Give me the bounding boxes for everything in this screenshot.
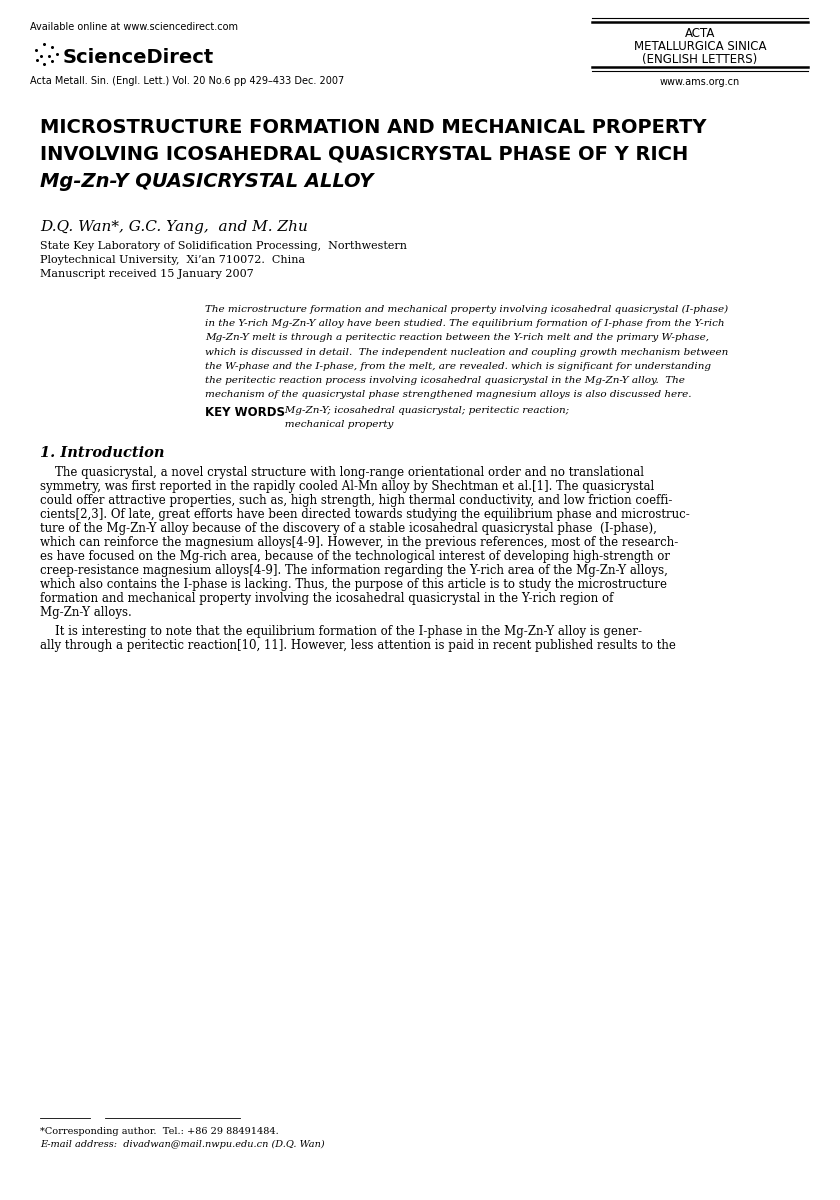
Text: ScienceDirect: ScienceDirect: [63, 48, 214, 67]
Text: The microstructure formation and mechanical property involving icosahedral quasi: The microstructure formation and mechani…: [205, 305, 728, 314]
Text: METALLURGICA SINICA: METALLURGICA SINICA: [633, 40, 766, 53]
Text: the peritectic reaction process involving icosahedral quasicrystal in the Mg-Zn-: the peritectic reaction process involvin…: [205, 376, 685, 385]
Text: Manuscript received 15 January 2007: Manuscript received 15 January 2007: [40, 269, 254, 278]
Text: Mg-Zn-Y melt is through a peritectic reaction between the Y-rich melt and the pr: Mg-Zn-Y melt is through a peritectic rea…: [205, 334, 709, 342]
Text: *Corresponding author.  Tel.: +86 29 88491484.: *Corresponding author. Tel.: +86 29 8849…: [40, 1127, 279, 1136]
Text: creep-resistance magnesium alloys[4-9]. The information regarding the Y-rich are: creep-resistance magnesium alloys[4-9]. …: [40, 564, 668, 577]
Text: mechanical property: mechanical property: [275, 420, 393, 430]
Text: Mg-Zn-Y alloys.: Mg-Zn-Y alloys.: [40, 606, 132, 619]
Text: which is discussed in detail.  The independent nucleation and coupling growth me: which is discussed in detail. The indepe…: [205, 348, 728, 356]
Text: E-mail address:  divadwan@mail.nwpu.edu.cn (D.Q. Wan): E-mail address: divadwan@mail.nwpu.edu.c…: [40, 1140, 324, 1150]
Text: The quasicrystal, a novel crystal structure with long-range orientational order : The quasicrystal, a novel crystal struct…: [40, 467, 644, 479]
Text: Available online at www.sciencedirect.com: Available online at www.sciencedirect.co…: [30, 22, 238, 32]
Text: mechanism of the quasicrystal phase strengthened magnesium alloys is also discus: mechanism of the quasicrystal phase stre…: [205, 390, 691, 400]
Text: KEY WORDS: KEY WORDS: [205, 407, 285, 419]
Text: ACTA: ACTA: [685, 26, 715, 40]
Text: in the Y-rich Mg-Zn-Y alloy have been studied. The equilibrium formation of I-ph: in the Y-rich Mg-Zn-Y alloy have been st…: [205, 319, 724, 328]
Text: es have focused on the Mg-rich area, because of the technological interest of de: es have focused on the Mg-rich area, bec…: [40, 551, 670, 563]
Text: It is interesting to note that the equilibrium formation of the I-phase in the M: It is interesting to note that the equil…: [40, 625, 642, 638]
Text: MICROSTRUCTURE FORMATION AND MECHANICAL PROPERTY: MICROSTRUCTURE FORMATION AND MECHANICAL …: [40, 118, 706, 137]
Text: INVOLVING ICOSAHEDRAL QUASICRYSTAL PHASE OF Y RICH: INVOLVING ICOSAHEDRAL QUASICRYSTAL PHASE…: [40, 145, 688, 164]
Text: State Key Laboratory of Solidification Processing,  Northwestern: State Key Laboratory of Solidification P…: [40, 241, 407, 251]
Text: which can reinforce the magnesium alloys[4-9]. However, in the previous referenc: which can reinforce the magnesium alloys…: [40, 536, 678, 550]
Text: Mg-Zn-Y; icosahedral quasicrystal; peritectic reaction;: Mg-Zn-Y; icosahedral quasicrystal; perit…: [275, 407, 570, 415]
Text: (ENGLISH LETTERS): (ENGLISH LETTERS): [643, 53, 758, 66]
Text: Ploytechnical University,  Xi’an 710072.  China: Ploytechnical University, Xi’an 710072. …: [40, 254, 305, 265]
Text: could offer attractive properties, such as, high strength, high thermal conducti: could offer attractive properties, such …: [40, 494, 672, 508]
Text: www.ams.org.cn: www.ams.org.cn: [660, 77, 740, 86]
Text: 1. Introduction: 1. Introduction: [40, 446, 165, 461]
Text: D.Q. Wan*, G.C. Yang,  and M. Zhu: D.Q. Wan*, G.C. Yang, and M. Zhu: [40, 220, 308, 234]
Text: the W-phase and the I-phase, from the melt, are revealed. which is significant f: the W-phase and the I-phase, from the me…: [205, 361, 711, 371]
Text: which also contains the I-phase is lacking. Thus, the purpose of this article is: which also contains the I-phase is lacki…: [40, 578, 667, 592]
Text: Mg-Zn-Y QUASICRYSTAL ALLOY: Mg-Zn-Y QUASICRYSTAL ALLOY: [40, 172, 373, 191]
Text: formation and mechanical property involving the icosahedral quasicrystal in the : formation and mechanical property involv…: [40, 593, 613, 605]
Text: Acta Metall. Sin. (Engl. Lett.) Vol. 20 No.6 pp 429–433 Dec. 2007: Acta Metall. Sin. (Engl. Lett.) Vol. 20 …: [30, 76, 344, 86]
Text: ally through a peritectic reaction[10, 11]. However, less attention is paid in r: ally through a peritectic reaction[10, 1…: [40, 640, 676, 653]
Text: cients[2,3]. Of late, great efforts have been directed towards studying the equi: cients[2,3]. Of late, great efforts have…: [40, 509, 690, 521]
Text: ture of the Mg-Zn-Y alloy because of the discovery of a stable icosahedral quasi: ture of the Mg-Zn-Y alloy because of the…: [40, 522, 657, 535]
Text: symmetry, was first reported in the rapidly cooled Al-Mn alloy by Shechtman et a: symmetry, was first reported in the rapi…: [40, 480, 654, 493]
